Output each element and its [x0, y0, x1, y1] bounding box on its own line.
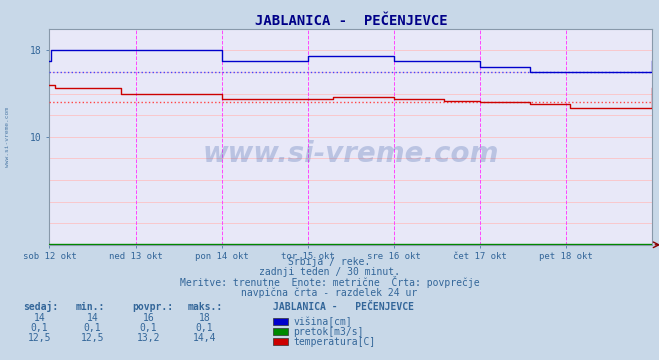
Text: Meritve: trenutne  Enote: metrične  Črta: povprečje: Meritve: trenutne Enote: metrične Črta: …	[180, 276, 479, 288]
Text: 0,1: 0,1	[140, 323, 157, 333]
Text: 14: 14	[34, 313, 45, 323]
Text: 12,5: 12,5	[28, 333, 51, 343]
Text: www.si-vreme.com: www.si-vreme.com	[203, 140, 499, 168]
Text: 0,1: 0,1	[31, 323, 48, 333]
Text: 18: 18	[198, 313, 210, 323]
Text: temperatura[C]: temperatura[C]	[293, 337, 376, 347]
Text: 16: 16	[142, 313, 154, 323]
Text: višina[cm]: višina[cm]	[293, 316, 352, 327]
Text: sedaj:: sedaj:	[23, 301, 58, 312]
Text: navpična črta - razdelek 24 ur: navpična črta - razdelek 24 ur	[241, 287, 418, 298]
Text: JABLANICA -   PEČENJEVCE: JABLANICA - PEČENJEVCE	[273, 302, 415, 312]
Title: JABLANICA -  PEČENJEVCE: JABLANICA - PEČENJEVCE	[254, 14, 447, 28]
Text: min.:: min.:	[76, 302, 105, 312]
Text: povpr.:: povpr.:	[132, 302, 173, 312]
Text: 0,1: 0,1	[196, 323, 213, 333]
Text: Srbija / reke.: Srbija / reke.	[289, 257, 370, 267]
Text: www.si-vreme.com: www.si-vreme.com	[5, 107, 11, 167]
Text: 13,2: 13,2	[136, 333, 160, 343]
Text: zadnji teden / 30 minut.: zadnji teden / 30 minut.	[259, 267, 400, 278]
Text: pretok[m3/s]: pretok[m3/s]	[293, 327, 364, 337]
Text: 14: 14	[86, 313, 98, 323]
Text: 12,5: 12,5	[80, 333, 104, 343]
Text: 14,4: 14,4	[192, 333, 216, 343]
Text: 0,1: 0,1	[84, 323, 101, 333]
Text: maks.:: maks.:	[188, 302, 223, 312]
